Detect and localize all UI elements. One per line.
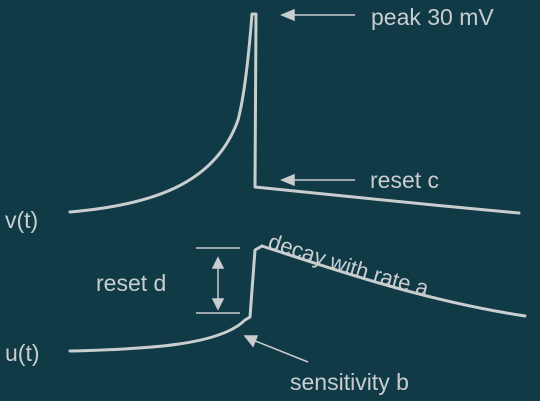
sensitivity-label: sensitivity b <box>290 369 409 395</box>
reset-c-arrow-head <box>280 173 295 187</box>
reset-c-label: reset c <box>370 167 439 193</box>
peak-arrow-head <box>280 8 295 22</box>
v-trace-label: v(t) <box>5 207 38 233</box>
sensitivity-arrow-head <box>243 335 259 348</box>
reset-d-label: reset d <box>96 270 166 296</box>
u-trace-label: u(t) <box>5 340 40 366</box>
reset-d-arrow-down <box>211 298 225 311</box>
v-trace-curve <box>68 12 521 215</box>
u-decay-curve <box>260 244 527 318</box>
u-trace-curve <box>68 244 264 353</box>
reset-d-arrow-up <box>211 256 225 269</box>
sensitivity-arrow <box>252 339 309 363</box>
peak-label: peak 30 mV <box>371 4 494 30</box>
